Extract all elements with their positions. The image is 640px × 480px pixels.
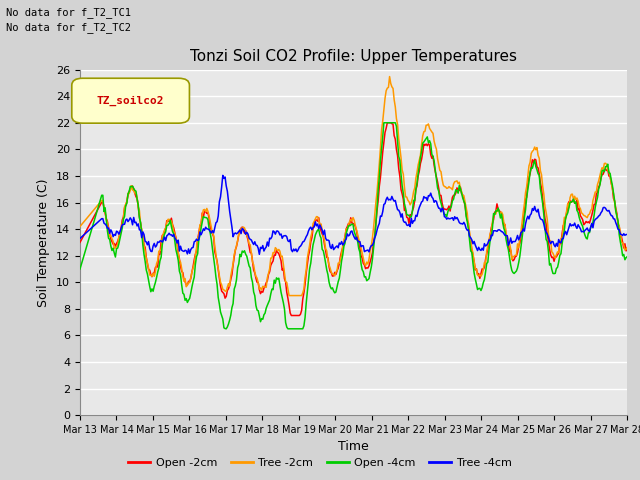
X-axis label: Time: Time	[338, 441, 369, 454]
Text: No data for f_T2_TC1: No data for f_T2_TC1	[6, 7, 131, 18]
Title: Tonzi Soil CO2 Profile: Upper Temperatures: Tonzi Soil CO2 Profile: Upper Temperatur…	[190, 49, 517, 64]
Y-axis label: Soil Temperature (C): Soil Temperature (C)	[38, 178, 51, 307]
Text: No data for f_T2_TC2: No data for f_T2_TC2	[6, 22, 131, 33]
Legend: Open -2cm, Tree -2cm, Open -4cm, Tree -4cm: Open -2cm, Tree -2cm, Open -4cm, Tree -4…	[124, 453, 516, 472]
Text: TZ_soilco2: TZ_soilco2	[97, 96, 164, 106]
FancyBboxPatch shape	[72, 78, 189, 123]
